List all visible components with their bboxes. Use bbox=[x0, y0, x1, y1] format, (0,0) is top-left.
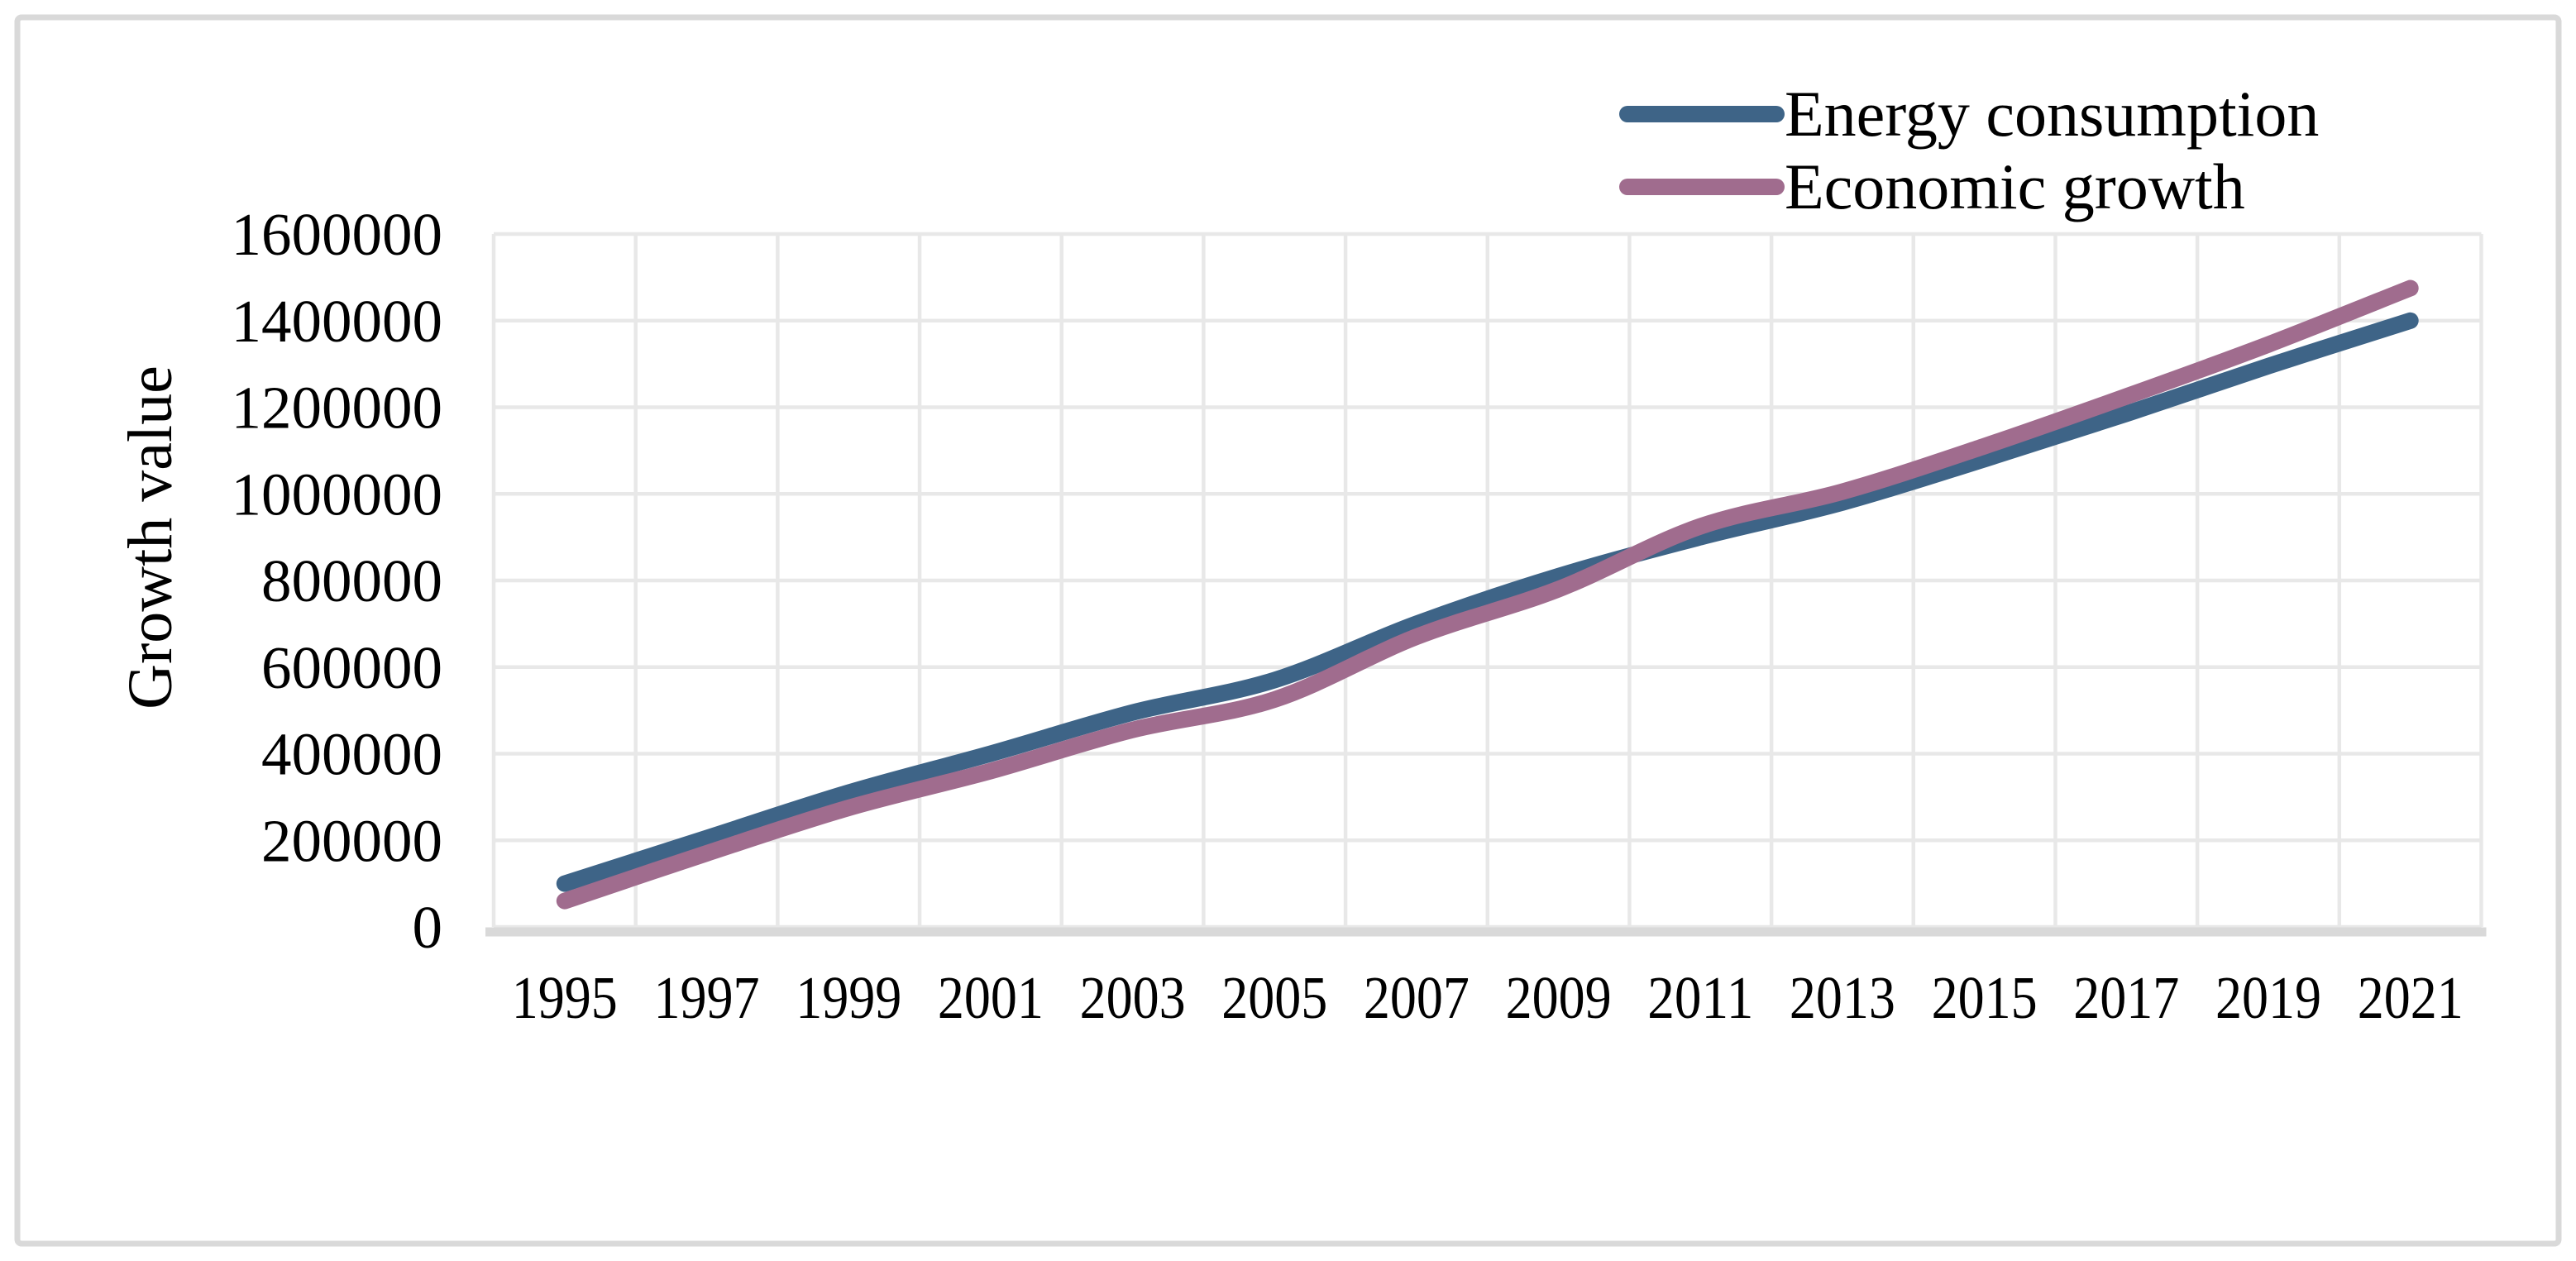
x-tick-label: 2019 bbox=[2215, 964, 2321, 1031]
x-tick-label: 2017 bbox=[2073, 964, 2179, 1031]
y-tick-label: 400000 bbox=[261, 721, 442, 788]
y-tick-label: 800000 bbox=[261, 547, 442, 614]
x-tick-label: 2009 bbox=[1506, 964, 1612, 1031]
chart-border bbox=[14, 14, 2562, 1247]
x-tick-label: 2011 bbox=[1647, 964, 1753, 1031]
x-tick-label: 2003 bbox=[1080, 964, 1186, 1031]
x-tick-label: 2013 bbox=[1790, 964, 1895, 1031]
x-tick-label: 2021 bbox=[2358, 964, 2464, 1031]
series-lines bbox=[556, 279, 2419, 910]
legend-label-energy-consumption: Energy consumption bbox=[1785, 78, 2319, 150]
y-axis-tick-labels: 1600000 1400000 1200000 1000000 800000 600000… bbox=[232, 201, 443, 961]
y-tick-label: 0 bbox=[413, 894, 443, 961]
x-tick-label: 2015 bbox=[1932, 964, 2038, 1031]
x-tick-label: 1997 bbox=[654, 964, 760, 1031]
y-tick-label: 1000000 bbox=[232, 461, 443, 528]
x-tick-label: 2001 bbox=[938, 964, 1044, 1031]
x-tick-label: 1999 bbox=[796, 964, 901, 1031]
series-line-energy-consumption bbox=[556, 312, 2419, 892]
y-tick-label: 1600000 bbox=[232, 201, 443, 268]
y-tick-label: 1400000 bbox=[232, 288, 443, 355]
x-tick-label: 1995 bbox=[512, 964, 618, 1031]
y-tick-label: 600000 bbox=[261, 634, 442, 701]
y-tick-label: 200000 bbox=[261, 807, 442, 874]
x-axis-tick-labels: 1995 1997 1999 2001 2003 2005 2007 2009 2011 2013… bbox=[512, 964, 2464, 1031]
x-tick-label: 2005 bbox=[1221, 964, 1327, 1031]
y-axis-title: Growth value bbox=[116, 365, 185, 709]
gridlines-horizontal bbox=[494, 232, 2482, 929]
y-tick-label: 1200000 bbox=[232, 375, 443, 442]
legend-label-economic-growth: Economic growth bbox=[1785, 150, 2245, 222]
series-line-economic-growth bbox=[556, 279, 2419, 910]
x-tick-label: 2007 bbox=[1364, 964, 1470, 1031]
